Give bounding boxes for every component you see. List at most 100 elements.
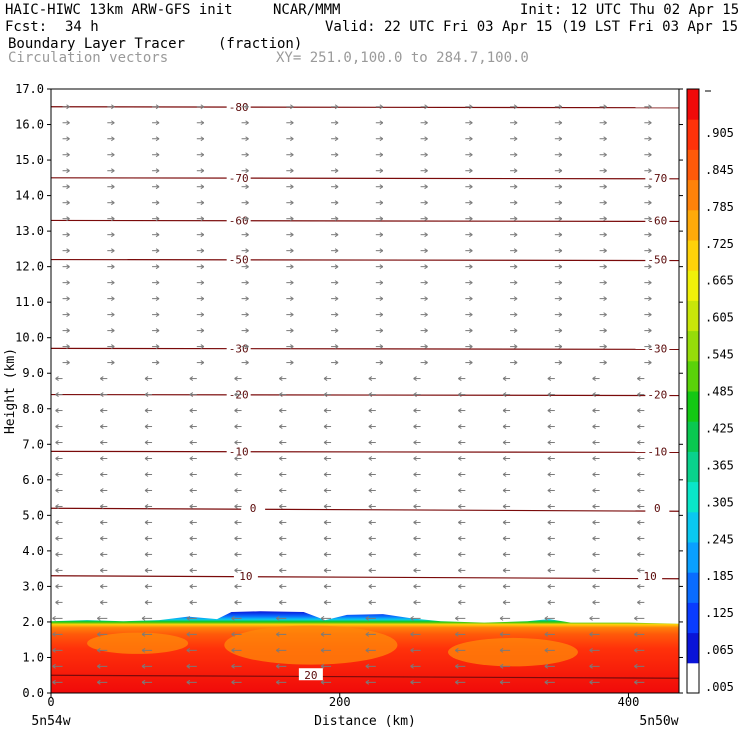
isotherm-label: -80 bbox=[229, 101, 249, 114]
vector-arrowhead bbox=[592, 568, 596, 573]
isotherm-line bbox=[50, 674, 680, 679]
vector-arrowhead bbox=[424, 280, 428, 286]
vector-arrowhead bbox=[245, 168, 249, 174]
vector-arrowhead bbox=[413, 424, 417, 429]
vector-arrowhead bbox=[513, 216, 518, 222]
vector-arrowhead bbox=[66, 312, 70, 318]
vector-arrowhead bbox=[144, 376, 149, 381]
vector-arrowhead bbox=[189, 552, 194, 557]
vector-arrowhead bbox=[513, 264, 518, 270]
vector-arrowhead bbox=[424, 104, 428, 110]
colorbar-label: .485 bbox=[705, 385, 734, 399]
vector-arrowhead bbox=[276, 663, 280, 669]
vector-arrowhead bbox=[66, 328, 70, 334]
vector-arrowhead bbox=[413, 536, 417, 541]
vector-arrowhead bbox=[276, 647, 280, 653]
vector-arrowhead bbox=[186, 663, 191, 669]
vector-arrowhead bbox=[513, 200, 518, 206]
vector-arrowhead bbox=[637, 536, 641, 541]
vector-arrowhead bbox=[189, 440, 194, 445]
vector-arrowhead bbox=[279, 504, 283, 509]
colorbar-label: .425 bbox=[705, 421, 734, 435]
vector-arrowhead bbox=[245, 120, 249, 126]
vector-arrowhead bbox=[648, 168, 652, 174]
field-units: (fraction) bbox=[218, 36, 303, 52]
vector-arrowhead bbox=[155, 344, 160, 350]
vector-arrowhead bbox=[603, 296, 607, 302]
vector-arrowhead bbox=[200, 136, 205, 142]
vector-arrowhead bbox=[141, 663, 146, 669]
vector-arrowhead bbox=[410, 631, 414, 637]
vector-arrowhead bbox=[558, 296, 563, 302]
vector-arrowhead bbox=[111, 168, 115, 174]
colorbar-swatch bbox=[687, 662, 699, 694]
vector-arrowhead bbox=[458, 408, 462, 413]
vector-arrowhead bbox=[245, 296, 249, 302]
vector-arrowhead bbox=[368, 488, 373, 493]
vector-arrowhead bbox=[111, 232, 115, 238]
vector-arrowhead bbox=[55, 520, 59, 525]
vector-arrowhead bbox=[276, 615, 280, 621]
vector-arrowhead bbox=[513, 280, 518, 286]
vector-arrowhead bbox=[365, 647, 370, 653]
vector-arrowhead bbox=[155, 184, 160, 190]
colorbar-label: .365 bbox=[705, 458, 734, 472]
colorbar-label: .125 bbox=[705, 606, 734, 620]
colorbar-swatch bbox=[687, 270, 699, 301]
vector-arrowhead bbox=[558, 264, 563, 270]
colorbar-label: .245 bbox=[705, 532, 734, 546]
colorbar-swatch bbox=[687, 179, 699, 211]
vector-arrowhead bbox=[320, 679, 325, 685]
vector-arrowhead bbox=[424, 120, 428, 126]
vector-arrowhead bbox=[66, 344, 70, 350]
vector-arrowhead bbox=[111, 280, 115, 286]
vector-arrowhead bbox=[410, 663, 414, 669]
vector-arrowhead bbox=[334, 136, 339, 142]
vector-arrowhead bbox=[458, 536, 462, 541]
vector-arrowhead bbox=[469, 120, 473, 126]
vector-arrowhead bbox=[648, 312, 652, 318]
vector-arrowhead bbox=[100, 504, 104, 509]
vector-arrowhead bbox=[458, 456, 462, 461]
vector-arrowhead bbox=[502, 599, 507, 605]
vector-arrowhead bbox=[592, 504, 596, 509]
vector-arrowhead bbox=[458, 392, 462, 397]
vector-arrowhead bbox=[245, 312, 249, 318]
x-axis-title: Distance (km) bbox=[314, 714, 416, 729]
vector-arrowhead bbox=[413, 456, 417, 461]
vector-arrowhead bbox=[589, 631, 593, 637]
vector-arrowhead bbox=[469, 296, 473, 302]
vector-arrowhead bbox=[544, 663, 549, 669]
vector-arrowhead bbox=[368, 583, 373, 589]
vector-arrowhead bbox=[200, 184, 205, 190]
isotherm-label: -10 bbox=[229, 445, 249, 458]
vector-arrowhead bbox=[141, 631, 146, 637]
vector-arrowhead bbox=[245, 264, 249, 270]
vector-arrowhead bbox=[424, 312, 428, 318]
vector-arrowhead bbox=[558, 200, 563, 206]
vector-arrowhead bbox=[368, 504, 373, 509]
x-tick-label: 400 bbox=[618, 695, 640, 709]
vector-arrowhead bbox=[379, 216, 384, 222]
vector-arrowhead bbox=[603, 200, 607, 206]
vector-arrowhead bbox=[592, 583, 596, 589]
colorbar-label: .185 bbox=[705, 569, 734, 583]
colorbar-label: .545 bbox=[705, 348, 734, 362]
vector-arrowhead bbox=[648, 264, 652, 270]
vector-arrowhead bbox=[603, 232, 607, 238]
vector-arrowhead bbox=[144, 599, 149, 605]
isotherm-label-bg bbox=[645, 444, 670, 457]
vector-arrowhead bbox=[245, 216, 249, 222]
y-tick-label: 15.0 bbox=[15, 153, 44, 167]
x-end-label-right: 5n50w bbox=[639, 714, 678, 729]
vector-arrowhead bbox=[66, 184, 70, 190]
vector-arrowhead bbox=[55, 440, 59, 445]
vector-arrowhead bbox=[379, 168, 384, 174]
vector-arrowhead bbox=[55, 583, 59, 589]
isotherm-label-bg bbox=[233, 568, 258, 581]
vector-arrowhead bbox=[245, 104, 249, 110]
vector-arrowhead bbox=[189, 472, 194, 477]
vector-arrowhead bbox=[413, 440, 417, 445]
colorbar-label: .065 bbox=[705, 643, 734, 657]
vector-arrowhead bbox=[279, 472, 283, 477]
